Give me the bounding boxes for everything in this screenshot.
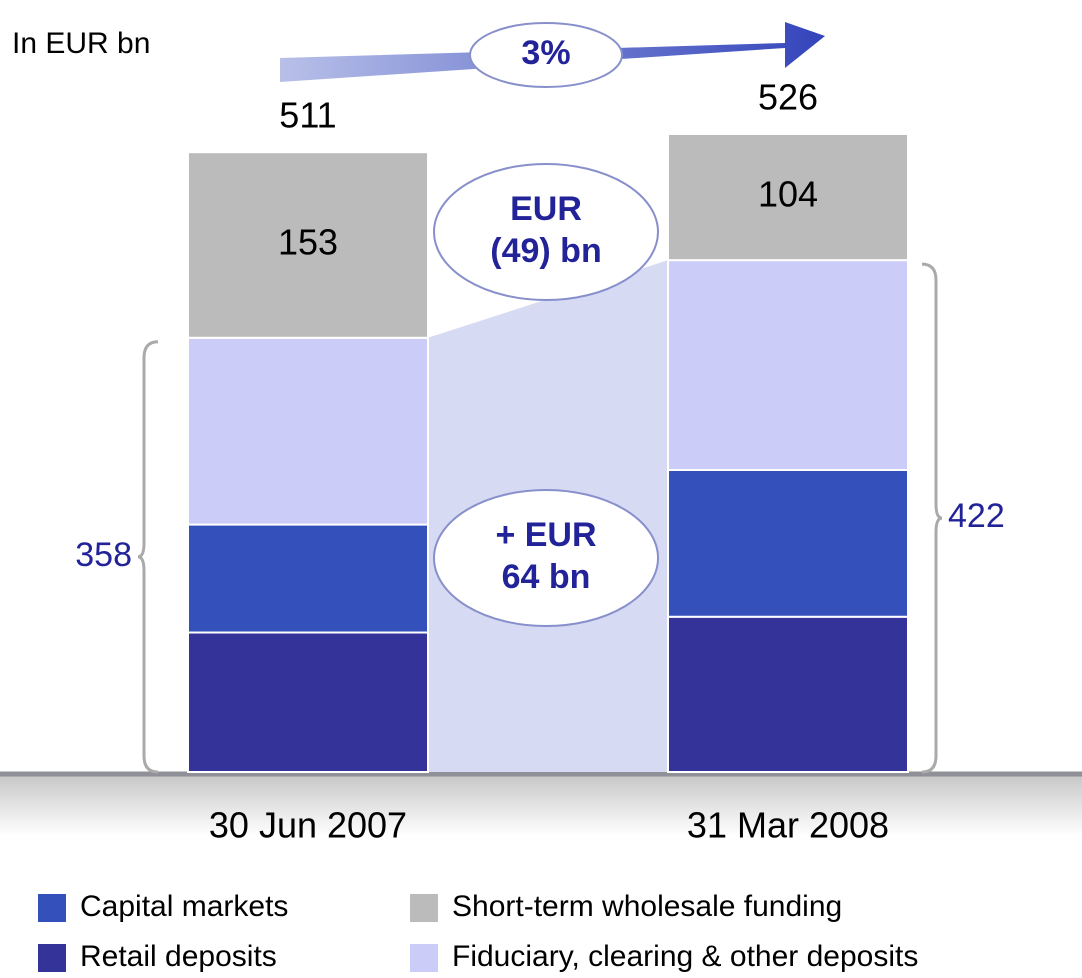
bar-segment [187, 631, 429, 773]
subtotal-label: 358 [75, 536, 132, 574]
total-label: 511 [279, 95, 336, 136]
legend-swatch [410, 944, 438, 972]
annotation-text: 3% [521, 34, 570, 72]
unit-label: In EUR bn [12, 27, 150, 60]
annotation-bubble [469, 22, 623, 88]
total-label: 526 [758, 77, 818, 118]
brace [921, 262, 943, 774]
subtotal-label: 422 [948, 497, 1005, 535]
bar-segment [667, 259, 909, 471]
annotation-text: 64 bn [502, 558, 591, 596]
annotation-bubble [433, 489, 659, 627]
bar-segment [187, 336, 429, 526]
bar-segment [667, 615, 909, 773]
annotation-text: EUR [510, 190, 582, 228]
bar-segment [667, 468, 909, 618]
brace [137, 340, 159, 774]
legend-label: Short-term wholesale funding [452, 890, 842, 923]
bar-segment [187, 151, 429, 339]
floor [0, 776, 1082, 836]
annotation-bubble [433, 163, 659, 301]
segment-label: 104 [758, 174, 818, 215]
bar-segment [667, 133, 909, 262]
legend-swatch [410, 894, 438, 922]
segment-label: 153 [278, 221, 338, 262]
legend-label: Capital markets [80, 890, 288, 923]
x-tick-label: 30 Jun 2007 [209, 805, 407, 846]
annotation-text: (49) bn [490, 232, 601, 270]
legend-swatch [38, 894, 66, 922]
x-tick-label: 31 Mar 2008 [687, 805, 889, 846]
legend-swatch [38, 944, 66, 972]
annotation-text: + EUR [495, 516, 596, 554]
legend-label: Retail deposits [80, 940, 277, 973]
bar-segment [187, 523, 429, 634]
legend-label: Fiduciary, clearing & other deposits [452, 940, 918, 973]
